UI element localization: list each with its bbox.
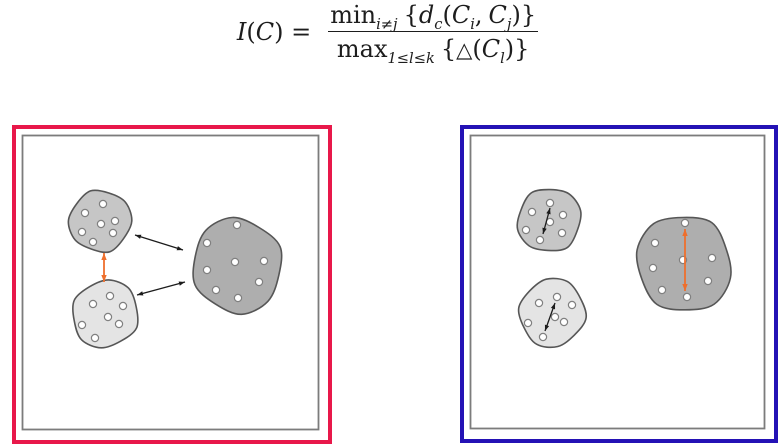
panel-inner-border [21,134,320,431]
cluster-diameter-arrowhead [542,227,547,234]
inter-cluster-distance-arrow [136,281,186,296]
data-point [534,298,544,308]
triangle-diameter-symbol: △ [456,37,473,63]
data-point [648,263,658,273]
max-cluster-diameter-arrowhead [682,229,688,236]
data-point [202,265,212,275]
data-point [105,291,115,301]
data-point [557,228,567,238]
data-point [103,312,113,322]
cluster-diameter-arrowhead [544,324,550,331]
data-point [650,238,660,248]
max-cluster-diameter-arrowhead [682,284,688,291]
cluster-diameter-arrowhead [546,208,551,215]
data-point [88,299,98,309]
data-point [680,218,690,228]
inter-cluster-distance-arrowhead [135,234,142,239]
formula-denominator: max1≤l≤k {△(Cl)} [327,31,539,66]
data-point [80,208,90,218]
inter-cluster-distance-arrowhead [137,291,144,296]
data-point [567,300,577,310]
data-point [96,219,106,229]
inter-cluster-distance-arrowhead [176,246,183,251]
panel-outer-border [460,125,778,443]
inter-cluster-distance-arrowhead [178,281,185,286]
data-point [538,332,548,342]
data-point [230,257,240,267]
data-point [558,210,568,220]
data-point [110,216,120,226]
formula-function-symbol: I [236,18,247,47]
data-point [114,319,124,329]
cluster-diagram-right [460,125,778,443]
data-point [90,333,100,343]
data-point [88,237,98,247]
panel-inner-border [469,134,766,430]
inter-cluster-distance-arrow [134,234,184,251]
data-point [232,220,242,230]
cluster-diameter-arrowhead [550,303,556,310]
data-point [77,227,87,237]
data-point [202,238,212,248]
data-point [259,256,269,266]
data-point [559,317,569,327]
data-point [254,277,264,287]
data-point [703,276,713,286]
data-point [233,293,243,303]
min-inter-cluster-distance-arrowhead [101,253,107,260]
formula-fraction: mini≠j {dc(Ci, Cj)} max1≤l≤k {△(Cl)} [321,1,545,66]
min-inter-cluster-distance-arrowhead [101,275,107,282]
data-point [552,292,562,302]
cluster-blob [517,277,588,349]
data-point [521,225,531,235]
formula-lhs: I(C) = [236,18,312,47]
data-point [108,228,118,238]
formula-numerator: mini≠j {dc(Ci, Cj)} [330,1,537,33]
data-point [545,198,555,208]
data-point [535,235,545,245]
data-point [682,292,692,302]
data-point [98,199,108,209]
data-point [211,285,221,295]
cluster-diagram-left [12,125,332,444]
data-point [77,320,87,330]
data-point [523,318,533,328]
data-point [118,301,128,311]
dunn-index-formula: I(C) = mini≠j {dc(Ci, Cj)} max1≤l≤k {△(Cl)} [0,1,782,66]
data-point [550,312,560,322]
data-point [527,207,537,217]
panel-cluster-diameters [460,125,778,443]
data-point [707,253,717,263]
data-point [657,285,667,295]
panel-inter-cluster-distances [12,125,332,444]
panel-outer-border [12,125,332,444]
